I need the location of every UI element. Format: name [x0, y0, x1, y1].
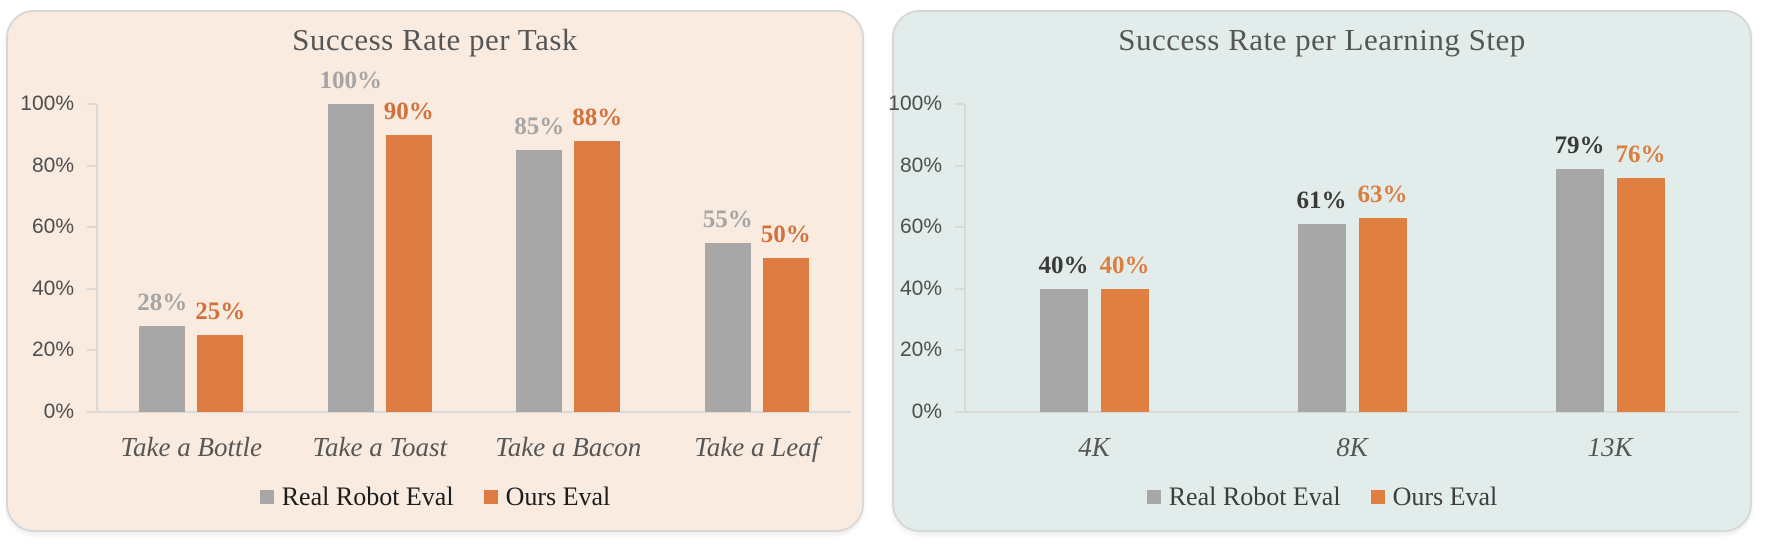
- bar-value-label-ours-eval-take-a-bottle: 25%: [195, 298, 246, 325]
- category-label-take-a-leaf: Take a Leaf: [694, 432, 820, 462]
- legend-item-real-robot-eval: Real Robot Eval: [1146, 482, 1341, 511]
- bar-value-label-ours-eval-take-a-leaf: 50%: [760, 221, 811, 248]
- bar-ours-eval-take-a-bacon: [574, 140, 621, 412]
- bar-value-label-ours-eval-4k: 40%: [1099, 251, 1150, 279]
- chart-title-learning-step: Success Rate per Learning Step: [1118, 22, 1526, 57]
- y-tick-label: 80%: [31, 153, 74, 177]
- bar-ours-eval-take-a-toast: [385, 134, 432, 412]
- y-tick-mark: [955, 226, 964, 229]
- y-tick-mark: [955, 411, 964, 413]
- bar-real-robot-eval-8k: [1297, 224, 1346, 412]
- category-label-8k: 8K: [1336, 432, 1368, 462]
- bar-value-label-real-robot-eval-take-a-bottle: 28%: [137, 288, 188, 316]
- bar-value-label-real-robot-eval-take-a-leaf: 55%: [702, 205, 753, 233]
- bar-value-label-ours-eval-take-a-toast: 90%: [383, 97, 434, 125]
- plot-area-task: 0% 20% 40% 60% 80% 100% Take a Bottle 28% 25% Tak…: [8, 12, 862, 530]
- bar-ours-eval-13k: [1616, 177, 1665, 412]
- legend-item-real-robot-eval: Real Robot Eval: [259, 482, 454, 511]
- category-label-take-a-bottle: Take a Bottle: [120, 432, 263, 462]
- bar-value-label-ours-eval-take-a-bacon: 88%: [572, 103, 623, 131]
- y-tick-mark: [955, 103, 964, 105]
- legend-swatch-real-robot-eval: [259, 490, 274, 504]
- y-tick-mark: [87, 226, 96, 229]
- y-tick-label: 0%: [911, 400, 942, 423]
- category-label-4k: 4K: [1078, 432, 1110, 462]
- chart-title-task: Success Rate per Task: [292, 22, 578, 57]
- bar-value-label-real-robot-eval-8k: 61%: [1296, 187, 1347, 215]
- bar-ours-eval-take-a-leaf: [762, 258, 809, 412]
- y-tick-mark: [955, 164, 964, 167]
- legend-learning-step: Real Robot Eval Ours Eval: [894, 484, 1750, 510]
- legend-item-ours-eval: Ours Eval: [483, 482, 611, 511]
- bar-value-label-real-robot-eval-13k: 79%: [1554, 131, 1605, 159]
- bar-ours-eval-8k: [1358, 217, 1407, 412]
- bar-value-label-real-robot-eval-take-a-toast: 100%: [319, 67, 383, 94]
- bar-real-robot-eval-13k: [1555, 168, 1604, 412]
- y-tick-label: 40%: [31, 276, 74, 300]
- y-tick-label: 40%: [899, 276, 942, 300]
- category-label-take-a-bacon: Take a Bacon: [495, 432, 642, 462]
- legend-swatch-ours-eval: [1370, 490, 1385, 504]
- legend-task: Real Robot Eval Ours Eval: [8, 484, 862, 510]
- y-tick-mark: [955, 349, 964, 352]
- bar-value-label-ours-eval-8k: 63%: [1357, 180, 1408, 208]
- bar-value-label-real-robot-eval-take-a-bacon: 85%: [514, 113, 565, 141]
- bar-ours-eval-4k: [1100, 288, 1149, 412]
- y-axis-line: [964, 104, 966, 412]
- bar-real-robot-eval-take-a-bacon: [516, 150, 563, 412]
- y-tick-mark: [955, 287, 964, 290]
- bar-real-robot-eval-take-a-toast: [327, 104, 374, 412]
- legend-label-real-robot-eval: Real Robot Eval: [1168, 482, 1341, 511]
- y-tick-label: 0%: [43, 400, 74, 423]
- y-tick-mark: [87, 349, 96, 352]
- y-axis-line: [96, 104, 98, 412]
- category-label-take-a-toast: Take a Toast: [312, 432, 448, 462]
- bar-value-label-ours-eval-13k: 76%: [1615, 140, 1666, 168]
- y-tick-label: 100%: [888, 92, 942, 115]
- legend-swatch-ours-eval: [483, 490, 498, 504]
- y-tick-label: 80%: [899, 153, 942, 177]
- y-tick-label: 100%: [20, 92, 74, 115]
- bar-real-robot-eval-4k: [1039, 288, 1088, 412]
- chart-panel-task: Success Rate per Task 0% 20% 40% 60% 80% 100%…: [6, 10, 864, 532]
- legend-label-real-robot-eval: Real Robot Eval: [281, 482, 454, 511]
- x-axis-line: [97, 411, 851, 413]
- y-tick-mark: [87, 103, 96, 105]
- y-tick-label: 60%: [899, 215, 942, 239]
- y-tick-label: 60%: [31, 215, 74, 239]
- legend-label-ours-eval: Ours Eval: [505, 482, 611, 511]
- x-axis-line: [965, 411, 1739, 413]
- bar-real-robot-eval-take-a-bottle: [139, 325, 186, 412]
- chart-panel-learning-step: Success Rate per Learning Step 0% 20% 40% 6…: [888, 10, 1752, 532]
- category-label-13k: 13K: [1587, 432, 1633, 462]
- y-tick-label: 20%: [31, 338, 74, 362]
- y-tick-mark: [87, 164, 96, 167]
- legend-item-ours-eval: Ours Eval: [1370, 482, 1498, 511]
- bar-value-label-real-robot-eval-4k: 40%: [1038, 251, 1089, 279]
- y-tick-mark: [87, 287, 96, 290]
- legend-label-ours-eval: Ours Eval: [1392, 482, 1498, 511]
- y-tick-mark: [87, 411, 96, 413]
- plot-area-learning-step: 0% 20% 40% 60% 80% 100% 4K 40% 40% 8K 61% 63% 13K 79%…: [888, 12, 1750, 530]
- bar-ours-eval-take-a-bottle: [197, 335, 244, 412]
- bar-real-robot-eval-take-a-leaf: [704, 242, 751, 412]
- y-tick-label: 20%: [899, 338, 942, 362]
- legend-swatch-real-robot-eval: [1146, 490, 1161, 504]
